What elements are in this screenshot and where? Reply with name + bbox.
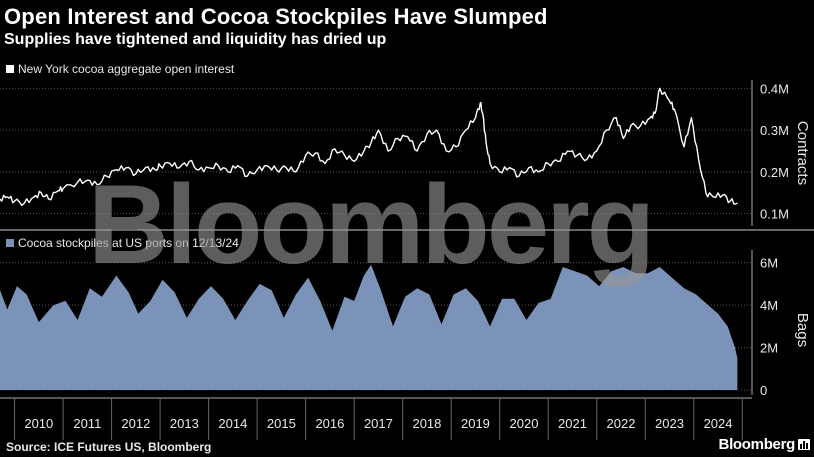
legend-swatch-line [6,65,14,73]
xtick-label: 2019 [461,416,490,431]
xtick-label: 2016 [315,416,344,431]
ylabel-contracts: Contracts [794,121,811,185]
legend-stockpiles: Cocoa stockpiles at US ports on 12/13/24 [6,236,239,250]
xtick-label: 2011 [73,416,101,431]
xtick-label: 2020 [510,416,539,431]
legend-open-interest: New York cocoa aggregate open interest [6,62,234,76]
ytick-label-top: 0.1M [760,207,789,222]
xtick-label: 2014 [218,416,247,431]
chart-subtitle: Supplies have tightened and liquidity ha… [4,31,387,48]
xtick-label: 2024 [704,416,733,431]
ytick-label-bottom: 4M [760,298,778,313]
xtick-label: 2012 [121,416,150,431]
xtick-label: 2018 [412,416,441,431]
xtick-label: 2010 [24,416,53,431]
open-interest-line [0,87,738,206]
bloomberg-bars-icon [798,439,810,450]
xtick-label: 2023 [655,416,684,431]
source-note: Source: ICE Futures US, Bloomberg [6,440,212,454]
bloomberg-logo: Bloomberg [719,436,810,453]
ytick-label-top: 0.4M [760,81,789,96]
xtick-label: 2015 [267,416,296,431]
xtick-label: 2017 [364,416,393,431]
xtick-label: 2013 [170,416,199,431]
ylabel-bags: Bags [794,313,811,347]
legend-open-interest-label: New York cocoa aggregate open interest [18,62,235,76]
stockpiles-area [0,264,738,390]
ytick-label-top: 0.3M [760,123,789,138]
ytick-label-top: 0.2M [760,165,789,180]
ytick-label-bottom: 2M [760,341,778,356]
ytick-label-bottom: 0 [760,383,767,398]
ytick-label-bottom: 6M [760,256,778,271]
xtick-label: 2022 [607,416,636,431]
legend-stockpiles-label: Cocoa stockpiles at US ports on 12/13/24 [18,236,239,250]
legend-swatch-area [6,239,14,247]
xtick-label: 2021 [558,416,587,431]
bloomberg-logo-text: Bloomberg [718,436,796,453]
chart-title: Open Interest and Cocoa Stockpiles Have … [4,4,548,29]
